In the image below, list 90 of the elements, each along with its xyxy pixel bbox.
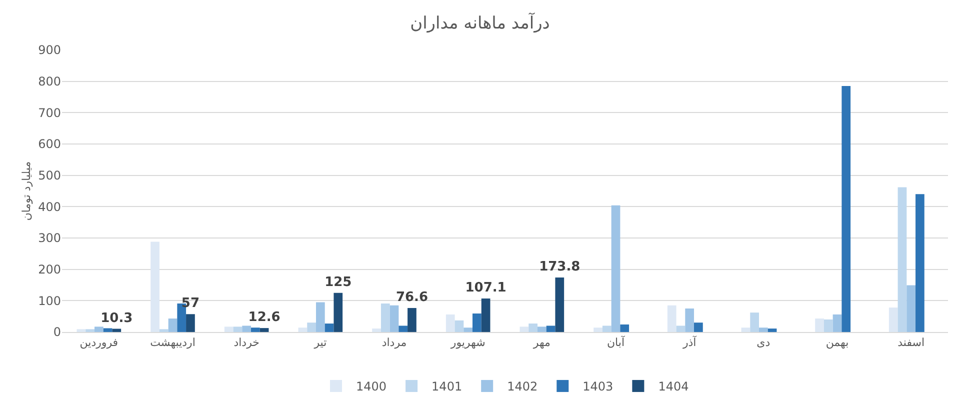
bar	[768, 328, 777, 332]
bar	[537, 326, 546, 332]
bar	[324, 324, 334, 332]
y-tick-label: 900	[38, 43, 61, 58]
bar	[372, 328, 381, 332]
legend-label: 1403	[582, 380, 614, 394]
bar	[224, 326, 234, 332]
legend-label: 1400	[356, 380, 387, 394]
data-label: 57	[181, 296, 200, 312]
bar	[832, 314, 842, 332]
data-label: 10.3	[100, 310, 133, 326]
x-tick-label: آبان	[606, 335, 626, 350]
y-tick-label: 500	[38, 168, 61, 183]
data-label: 12.6	[248, 310, 280, 326]
bar	[694, 322, 703, 332]
bar	[464, 328, 473, 332]
bar	[86, 329, 94, 332]
bar	[620, 324, 630, 332]
bar	[611, 205, 620, 332]
bar	[168, 318, 178, 332]
y-tick-label: 600	[38, 137, 61, 152]
data-label: 173.8	[539, 260, 580, 275]
bar	[454, 320, 464, 332]
bar	[103, 328, 112, 332]
bar	[555, 278, 564, 332]
bar	[251, 328, 260, 332]
x-tick-label: اسفند	[898, 336, 925, 350]
bar	[408, 308, 416, 332]
data-label: 107.1	[465, 280, 506, 296]
x-tick-label: اردیبهشت	[150, 336, 196, 350]
x-tick-label: دی	[756, 336, 770, 350]
y-tick-label: 300	[38, 231, 61, 246]
bar	[481, 298, 490, 332]
y-tick-label: 0	[53, 325, 61, 340]
bar	[520, 326, 529, 332]
bar	[94, 326, 104, 332]
y-tick-label: 700	[38, 106, 61, 120]
bar	[260, 328, 269, 332]
bar	[594, 328, 602, 332]
data-label: 76.6	[396, 290, 428, 305]
y-tick-label: 800	[38, 74, 61, 89]
legend-label: 1402	[507, 380, 538, 394]
bar	[76, 329, 86, 332]
x-tick-label: فروردین	[80, 336, 118, 350]
bar	[824, 319, 833, 332]
legend-label: 1401	[432, 380, 462, 394]
x-tick-label: تیر	[313, 336, 327, 350]
bar	[316, 302, 325, 332]
x-tick-label: آذر	[682, 335, 698, 350]
bar	[398, 326, 408, 332]
bar	[546, 326, 556, 332]
y-tick-label: 100	[38, 294, 61, 308]
y-tick-label: 200	[38, 262, 61, 277]
bar	[842, 86, 851, 332]
bar	[906, 285, 916, 332]
bar	[446, 314, 455, 332]
bar	[307, 322, 316, 332]
x-tick-label: مرداد	[382, 336, 407, 350]
bar	[112, 328, 122, 332]
bar	[815, 318, 824, 332]
bar	[667, 305, 676, 332]
chart-title: درآمد ماهانه مداران	[410, 12, 550, 34]
x-tick-label: مهر	[532, 336, 551, 350]
bar	[602, 326, 612, 332]
bar	[472, 314, 482, 332]
bar	[916, 194, 924, 332]
bar	[159, 329, 168, 332]
bar	[685, 308, 694, 332]
bar	[898, 187, 907, 332]
bar	[334, 292, 343, 332]
bar	[390, 305, 399, 332]
bar	[242, 326, 252, 332]
bar	[150, 242, 160, 332]
data-label: 125	[324, 274, 352, 290]
x-tick-label: خرداد	[234, 336, 260, 350]
bar	[298, 328, 308, 332]
bar	[380, 303, 390, 332]
y-tick-label: 400	[38, 200, 61, 214]
bar	[888, 308, 898, 332]
bar	[528, 324, 538, 332]
bar	[233, 326, 242, 332]
x-tick-label: بهمن	[826, 336, 849, 350]
x-tick-label: شهریور	[450, 336, 486, 350]
bar	[750, 312, 759, 332]
bar	[676, 326, 686, 332]
bar	[741, 328, 750, 332]
legend-label: 1404	[658, 380, 689, 394]
bar	[758, 328, 768, 332]
y-axis-title: میلیارد تومان	[20, 161, 33, 221]
bar	[186, 314, 195, 332]
